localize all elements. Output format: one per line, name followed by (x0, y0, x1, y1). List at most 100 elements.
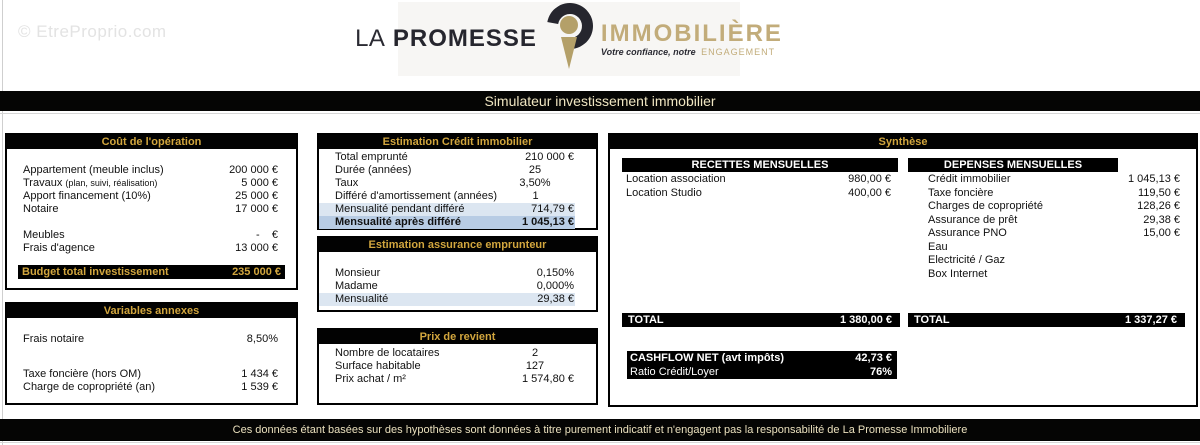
table-row: Apport financement (10%) 25 000 € (7, 190, 296, 203)
row-value: 25 (528, 164, 542, 176)
cashflow-value: 42,73 € (855, 352, 892, 364)
panel-prix-revient: Prix de revient Nombre de locataires 2 S… (317, 328, 598, 405)
row-value: 2 (531, 347, 539, 359)
row-label: Crédit immobilier (928, 173, 1011, 185)
cashflow-row: CASHFLOW NET (avt impôts) 42,73 € (630, 351, 892, 365)
depenses-column: DEPENSES MENSUELLES Crédit immobilier 1 … (908, 158, 1185, 281)
row-value: 8,50% (246, 333, 278, 345)
row-label-detail: (plan, suivi, réalisation) (65, 178, 158, 188)
table-row: Box Internet (908, 268, 1185, 282)
row-value: 200 000 € (229, 164, 278, 176)
logo-text-immobiliere: IMMOBILIÈRE (600, 19, 783, 47)
table-row: Taux 3,50% (319, 177, 596, 190)
row-label: Mensualité après différé (335, 216, 461, 228)
table-row: Location association 980,00 € (622, 173, 898, 187)
logo: LA PROMESSE IMMOBILIÈRE Votre confiance,… (355, 0, 781, 76)
table-row: Taxe foncière (hors OM) 1 434 € (7, 368, 296, 381)
ratio-value: 76% (869, 366, 892, 378)
page-title: Simulateur investissement immobilier (0, 91, 1200, 111)
table-row: Différé d'amortissement (années) 1 (319, 190, 596, 203)
row-value: 119,50 € (1137, 186, 1180, 199)
row-label: Taux (335, 177, 359, 189)
row-label: Assurance PNO (928, 227, 1007, 239)
row-value: 1 045,13 € (522, 216, 574, 228)
budget-total-value: 235 000 € (232, 266, 281, 278)
row-label: Mensualité (335, 293, 389, 305)
logo-wordmark-right: IMMOBILIÈRE Votre confiance, notre ENGAG… (600, 19, 783, 57)
row-label: Travaux (plan, suivi, réalisation) (23, 177, 241, 190)
watermark: © EtreProprio.com (18, 22, 167, 41)
row-label: Frais notaire (23, 333, 85, 345)
row-value: 15,00 € (1143, 227, 1180, 239)
row-label: Assurance de prêt (928, 213, 1018, 226)
row-label: Electricité / Gaz (928, 254, 1006, 266)
table-row: Meubles - € (7, 229, 296, 242)
row-value: 29,38 € (1143, 213, 1180, 226)
table-row: Frais notaire 8,50% (7, 333, 296, 346)
row-label: Charge de copropriété (an) (23, 381, 156, 393)
row-value: 0,150% (536, 267, 574, 279)
row-value: 0,000% (536, 280, 574, 292)
row-label: Apport financement (10%) (23, 190, 151, 202)
row-label: Appartement (meuble inclus) (23, 164, 164, 176)
panel-cout-operation: Coût de l'opération Appartement (meuble … (5, 133, 298, 290)
panel-prix-revient-header: Prix de revient (319, 330, 596, 344)
depenses-header: DEPENSES MENSUELLES (908, 158, 1118, 172)
table-row: Surface habitable 127 (319, 360, 596, 373)
ratio-label: Ratio Crédit/Loyer (630, 366, 719, 378)
table-row: Charges de copropriété 128,26 € (908, 200, 1185, 214)
table-row: Electricité / Gaz (908, 254, 1185, 268)
row-label: Taxe foncière (hors OM) (23, 368, 141, 380)
table-row-highlight: Mensualité pendant différé 714,79 € (319, 203, 575, 216)
recettes-total-bar: TOTAL 1 380,00 € (622, 313, 900, 327)
row-label: Durée (années) (335, 164, 412, 176)
divider (0, 442, 1200, 443)
panel-variables-annexes-header: Variables annexes (7, 304, 296, 318)
divider (0, 113, 1200, 114)
cashflow-box: CASHFLOW NET (avt impôts) 42,73 € Ratio … (627, 351, 897, 379)
table-row-highlight: Mensualité 29,38 € (319, 293, 575, 306)
row-label: Eau (928, 240, 948, 253)
table-row: Charge de copropriété (an) 1 539 € (7, 381, 296, 394)
divider (2, 0, 3, 445)
row-label: Prix achat / m² (335, 373, 406, 385)
depenses-total-bar: TOTAL 1 337,27 € (908, 313, 1185, 327)
row-label-main: Travaux (23, 177, 63, 189)
cashflow-label: CASHFLOW NET (avt impôts) (630, 352, 784, 364)
logo-text-la: LA (355, 25, 386, 52)
row-value: 1 (532, 190, 539, 202)
row-value: - € (255, 229, 278, 241)
row-value: 127 (525, 360, 545, 372)
total-value: 1 380,00 € (840, 314, 892, 326)
table-row-highlight: Mensualité après différé 1 045,13 € (319, 216, 575, 229)
panel-credit-header: Estimation Crédit immobilier (319, 135, 596, 149)
budget-total-label: Budget total investissement (22, 266, 169, 278)
panel-credit-immobilier: Estimation Crédit immobilier Total empru… (317, 133, 598, 230)
table-row: Travaux (plan, suivi, réalisation) 5 000… (7, 177, 296, 190)
row-label: Différé d'amortissement (années) (335, 190, 498, 202)
budget-total-bar: Budget total investissement 235 000 € (18, 265, 285, 279)
tagline-accent: ENGAGEMENT (701, 46, 776, 57)
row-value: 1 434 € (241, 368, 278, 380)
table-row: Frais d'agence 13 000 € (7, 242, 296, 255)
row-label: Madame (335, 280, 378, 292)
row-label: Mensualité pendant différé (335, 203, 465, 215)
row-label: Notaire (23, 203, 59, 215)
row-label: Frais d'agence (23, 242, 95, 254)
recettes-column: RECETTES MENSUELLES Location association… (622, 158, 898, 200)
table-row: Crédit immobilier 1 045,13 € (908, 173, 1185, 187)
total-value: 1 337,27 € (1125, 314, 1177, 326)
table-row: Assurance de prêt 29,38 € (908, 214, 1185, 228)
row-label: Box Internet (928, 267, 988, 280)
row-label: Total emprunté (335, 151, 408, 163)
row-value: 13 000 € (235, 242, 278, 254)
row-label: Charges de copropriété (928, 200, 1043, 212)
table-row: Monsieur 0,150% (319, 267, 596, 280)
logo-wordmark-left: LA PROMESSE (355, 25, 537, 53)
row-value: 17 000 € (235, 203, 278, 215)
panel-assurance-emprunteur: Estimation assurance emprunteur Monsieur… (317, 236, 598, 312)
row-label: Monsieur (335, 267, 381, 279)
row-value: 5 000 € (241, 177, 278, 189)
table-row: Taxe foncière 119,50 € (908, 187, 1185, 201)
table-row: Eau (908, 241, 1185, 255)
